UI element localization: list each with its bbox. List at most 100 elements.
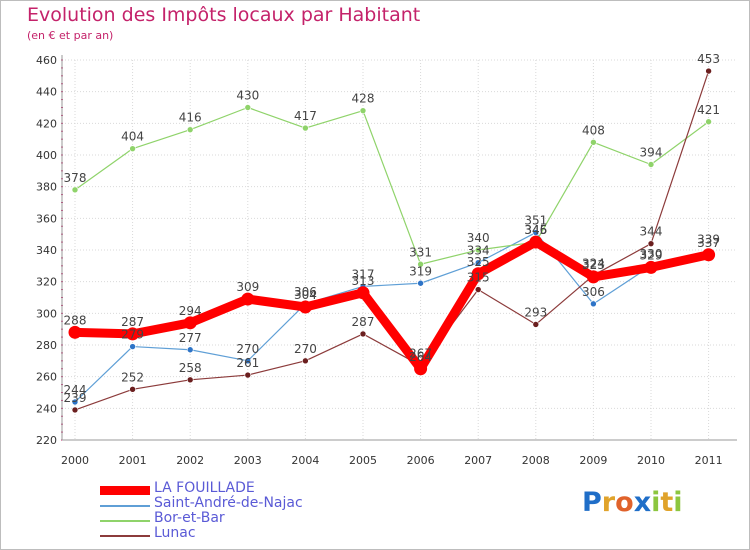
data-label: 313 — [352, 274, 375, 288]
y-tick-label: 260 — [36, 371, 57, 384]
data-label: 421 — [697, 103, 720, 117]
data-label: 279 — [121, 328, 144, 342]
chart-title: Evolution des Impôts locaux par Habitant — [27, 4, 421, 26]
x-tick-label: 2003 — [234, 454, 262, 467]
data-label: 270 — [294, 342, 317, 356]
data-label: 287 — [352, 315, 375, 329]
chart-subtitle: (en € et par an) — [27, 29, 114, 42]
data-point — [186, 126, 194, 133]
y-tick-label: 400 — [36, 149, 57, 162]
data-label: 325 — [467, 255, 490, 269]
data-label: 340 — [467, 231, 490, 245]
series-line — [74, 231, 710, 403]
logo-letter: i — [673, 487, 683, 518]
legend-label: Bor-et-Bar — [154, 510, 225, 526]
data-point — [359, 330, 367, 338]
x-tick-label: 2011 — [695, 454, 723, 467]
data-label: 453 — [697, 52, 720, 66]
data-point — [302, 357, 309, 365]
data-label: 304 — [294, 288, 317, 302]
data-point — [244, 357, 252, 365]
data-label: 306 — [294, 285, 317, 299]
data-label: 378 — [64, 171, 87, 185]
data-point — [186, 346, 194, 354]
y-tick-label: 280 — [36, 339, 57, 352]
x-tick-label: 2004 — [291, 454, 319, 467]
data-label: 288 — [64, 313, 87, 327]
legend-label: Saint-André-de-Najac — [154, 495, 303, 511]
y-tick-label: 460 — [36, 54, 57, 67]
data-point — [129, 386, 136, 393]
x-tick-label: 2001 — [119, 454, 147, 467]
data-label: 346 — [524, 223, 547, 237]
data-label: 315 — [467, 271, 490, 285]
data-label: 334 — [467, 244, 490, 258]
data-point — [590, 139, 597, 146]
series-line — [70, 237, 714, 374]
data-point — [705, 118, 712, 126]
data-point — [647, 161, 655, 168]
data-point — [647, 240, 655, 247]
data-label: 329 — [640, 248, 663, 262]
data-label: 309 — [236, 280, 259, 294]
data-label: 264 — [409, 350, 432, 364]
data-label: 267 — [409, 347, 432, 361]
data-point — [417, 279, 424, 287]
legend-label: LA FOUILLADE — [154, 480, 255, 496]
data-label: 252 — [121, 370, 144, 384]
data-label: 323 — [582, 258, 605, 272]
data-point — [244, 104, 252, 111]
data-point — [244, 371, 252, 379]
data-point — [126, 327, 140, 341]
data-label: 258 — [179, 361, 202, 375]
data-label: 319 — [409, 264, 432, 278]
x-tick-label: 2008 — [522, 454, 550, 467]
data-point — [129, 145, 136, 152]
y-tick-label: 340 — [36, 244, 57, 257]
data-label: 294 — [179, 304, 202, 318]
data-point — [298, 300, 312, 314]
logo-letter: i — [651, 487, 661, 518]
y-tick-label: 320 — [36, 276, 57, 289]
data-label: 345 — [524, 223, 547, 237]
logo-letter: x — [633, 487, 652, 518]
legend-swatch — [100, 505, 150, 507]
data-label: 270 — [236, 342, 259, 356]
logo-letter: o — [615, 487, 634, 518]
data-point — [71, 398, 79, 406]
data-label: 339 — [697, 233, 720, 247]
data-label: 244 — [64, 383, 87, 397]
legend-label: Lunac — [154, 525, 196, 541]
data-label: 306 — [582, 285, 605, 299]
data-label: 416 — [179, 111, 202, 125]
data-point — [474, 246, 482, 254]
data-label: 394 — [640, 146, 663, 160]
data-label: 239 — [64, 391, 87, 405]
data-point — [186, 376, 194, 384]
data-point — [705, 67, 712, 75]
data-label: 293 — [524, 305, 547, 319]
data-point — [414, 362, 428, 376]
proxiti-logo: Proxiti — [582, 487, 683, 518]
data-point — [532, 321, 540, 328]
data-point — [417, 260, 424, 268]
y-tick-label: 300 — [36, 307, 57, 320]
y-tick-label: 420 — [36, 117, 57, 130]
data-label: 331 — [409, 245, 432, 259]
data-point — [241, 292, 255, 306]
data-label: 430 — [236, 89, 259, 103]
legend-swatch — [100, 486, 150, 495]
series-line — [74, 106, 710, 265]
data-point — [71, 406, 79, 414]
data-label: 408 — [582, 123, 605, 137]
data-point — [68, 325, 82, 339]
data-point — [356, 286, 370, 300]
logo-letter: t — [660, 487, 674, 518]
data-label: 287 — [121, 315, 144, 329]
x-tick-label: 2007 — [464, 454, 492, 467]
x-tick-label: 2009 — [579, 454, 607, 467]
data-label: 428 — [352, 92, 375, 106]
data-label: 404 — [121, 130, 144, 144]
series-line — [74, 70, 710, 411]
